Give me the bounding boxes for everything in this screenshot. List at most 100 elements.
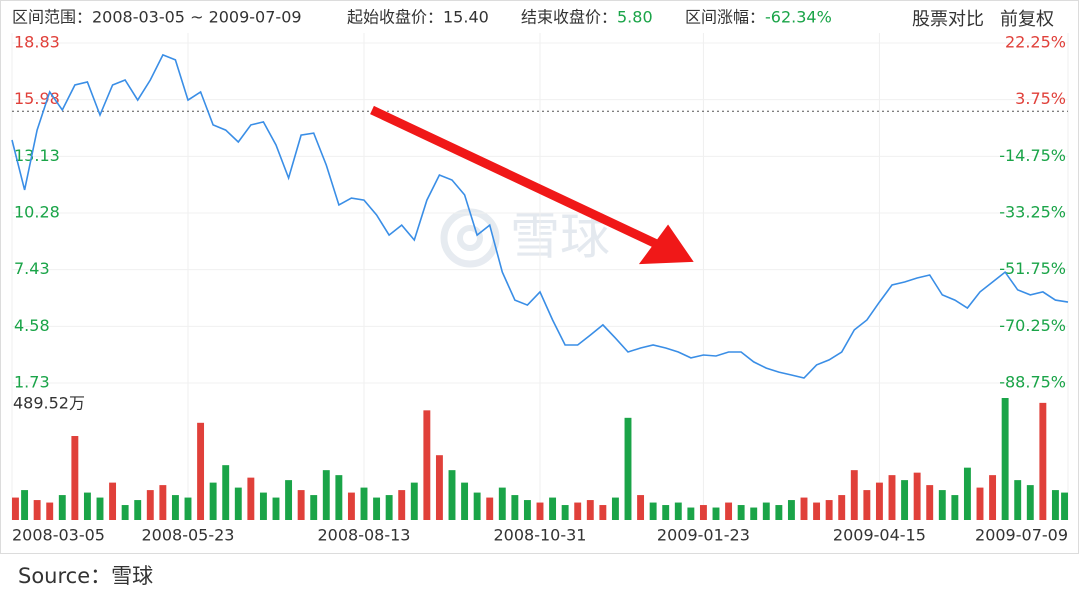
volume-bar bbox=[197, 422, 205, 520]
price-line bbox=[11, 53, 1069, 379]
volume-bar bbox=[96, 497, 104, 520]
volume-bar bbox=[1014, 480, 1022, 520]
volume-bar bbox=[989, 475, 997, 520]
volume-bar bbox=[750, 507, 758, 520]
y2-tick-label: 3.75% bbox=[1015, 89, 1066, 108]
volume-bar bbox=[46, 502, 54, 520]
x-tick-label: 2008-05-23 bbox=[142, 526, 235, 545]
y-tick-label: 4.58 bbox=[14, 316, 50, 335]
volume-bar bbox=[549, 497, 557, 520]
volume-bar bbox=[184, 497, 192, 520]
volume-bar bbox=[787, 500, 795, 520]
volume-bar bbox=[1001, 398, 1009, 520]
y-tick-label: 1.73 bbox=[14, 373, 50, 392]
volume-bar bbox=[71, 436, 79, 520]
volume-bar bbox=[423, 410, 431, 520]
volume-bar bbox=[259, 492, 267, 520]
volume-bar bbox=[963, 467, 971, 520]
volume-bar bbox=[649, 502, 657, 520]
volume-bar bbox=[121, 505, 129, 520]
volume-bar bbox=[586, 500, 594, 520]
volume-bar bbox=[674, 502, 682, 520]
volume-bar bbox=[398, 490, 406, 520]
volume-bar bbox=[976, 487, 984, 520]
volume-bar bbox=[951, 495, 959, 520]
change-label: 区间涨幅： bbox=[685, 8, 765, 27]
volume-tick-label: 489.52万 bbox=[13, 394, 85, 413]
volume-bar bbox=[561, 505, 569, 520]
arrow-shaft bbox=[370, 105, 667, 253]
volume-bar bbox=[473, 492, 481, 520]
y-tick-label: 18.83 bbox=[14, 33, 60, 52]
volume-bar bbox=[209, 482, 217, 520]
volume-bar bbox=[888, 475, 896, 520]
source: Source：雪球 bbox=[18, 564, 153, 588]
volume-bar bbox=[297, 490, 305, 520]
range: 2008-03-05 ~ 2009-07-09 bbox=[92, 8, 302, 27]
end-close: 5.80 bbox=[617, 8, 653, 27]
start-close: 15.40 bbox=[443, 8, 489, 27]
volume-bar bbox=[725, 502, 733, 520]
volume-bar bbox=[523, 500, 531, 520]
adjust-button[interactable]: 前复权 bbox=[1000, 9, 1054, 30]
volume-bar bbox=[461, 482, 469, 520]
volume-bar bbox=[498, 487, 506, 520]
volume-bar bbox=[875, 482, 883, 520]
volume-bar bbox=[347, 492, 355, 520]
volume-bar bbox=[12, 497, 19, 520]
x-tick-label: 2008-03-05 bbox=[12, 526, 105, 545]
y2-tick-label: -88.75% bbox=[999, 373, 1066, 392]
volume-bar bbox=[134, 500, 142, 520]
volume-bar bbox=[762, 502, 770, 520]
volume-bar bbox=[373, 497, 381, 520]
volume-bar bbox=[687, 507, 695, 520]
volume-bar bbox=[335, 475, 343, 520]
volume-bar bbox=[146, 490, 154, 520]
volume-bar bbox=[171, 495, 179, 520]
arrow-head bbox=[638, 224, 694, 265]
x-tick-label: 2008-08-13 bbox=[318, 526, 411, 545]
volume-bar bbox=[699, 505, 707, 520]
range-label: 区间范围： bbox=[12, 8, 92, 27]
volume-bar bbox=[109, 482, 117, 520]
volume-bar bbox=[938, 490, 946, 520]
start-label: 起始收盘价： bbox=[347, 8, 443, 27]
plot: 2008-03-05 2008-05-23 2008-08-13 2008-10-31… bbox=[11, 33, 1069, 545]
volume-bar bbox=[159, 485, 167, 520]
volume-bar bbox=[360, 487, 368, 520]
volume-bar bbox=[272, 497, 280, 520]
volume-bar bbox=[448, 470, 456, 520]
volume-bar bbox=[247, 477, 255, 520]
y-tick-label: 10.28 bbox=[14, 203, 60, 222]
volume-bar bbox=[737, 505, 745, 520]
x-tick-label: 2009-04-15 bbox=[833, 526, 926, 545]
volume-bar bbox=[1051, 490, 1059, 520]
volume-bar bbox=[33, 500, 41, 520]
volume-bar bbox=[775, 505, 783, 520]
compare-button[interactable]: 股票对比 bbox=[912, 9, 984, 30]
volume-bar bbox=[611, 497, 619, 520]
volume-bar bbox=[83, 492, 91, 520]
volume-bar bbox=[410, 482, 418, 520]
volume-bar bbox=[222, 465, 230, 520]
volume-bar bbox=[624, 417, 632, 520]
y-tick-label: 15.98 bbox=[14, 89, 60, 108]
y-tick-label: 13.13 bbox=[14, 146, 60, 165]
volume-bar bbox=[385, 495, 393, 520]
volume-bar bbox=[637, 495, 645, 520]
volume-bar bbox=[234, 487, 242, 520]
x-tick-label: 2009-01-23 bbox=[657, 526, 750, 545]
volume-bar bbox=[800, 497, 808, 520]
end-label: 结束收盘价： bbox=[521, 8, 617, 27]
volume-bar bbox=[310, 495, 318, 520]
x-tick-label: 2009-07-09 bbox=[975, 526, 1068, 545]
volume-bar bbox=[58, 495, 66, 520]
y2-tick-label: -33.25% bbox=[999, 203, 1066, 222]
volume-bar bbox=[825, 500, 833, 520]
volume-bar bbox=[322, 470, 330, 520]
y-tick-label: 7.43 bbox=[14, 259, 50, 278]
y2-tick-label: -14.75% bbox=[999, 146, 1066, 165]
volume-bar bbox=[838, 495, 846, 520]
